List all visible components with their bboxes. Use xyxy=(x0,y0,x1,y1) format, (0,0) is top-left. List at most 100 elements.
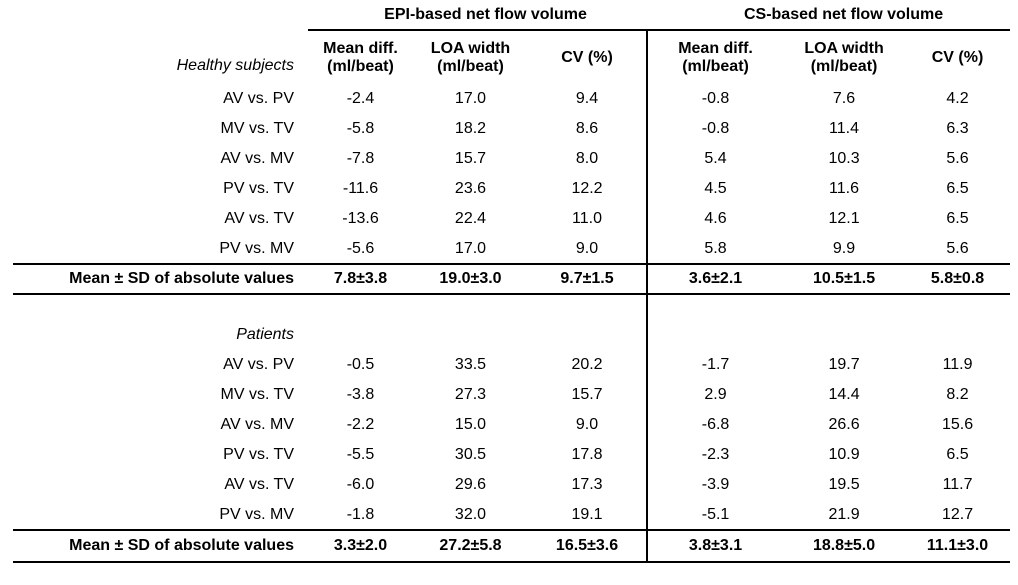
value-cell: 10.3 xyxy=(828,150,860,167)
row-label: AV vs. TV xyxy=(224,210,294,227)
cs-group-header: CS-based net flow volume xyxy=(647,0,1011,31)
value-cell: 9.9 xyxy=(832,239,856,257)
value-cell: 5.6 xyxy=(946,150,969,167)
header-line: (ml/beat) xyxy=(327,57,394,75)
row-label: PV vs. MV xyxy=(219,505,294,523)
value-cell: -2.3 xyxy=(646,440,784,470)
table-row: PV vs. TV -5.5 30.5 17.8 -2.3 10.9 6.5 xyxy=(13,440,1010,470)
value-cell: 11.4 xyxy=(829,120,859,137)
value-cell: 29.6 xyxy=(454,476,487,493)
empty-corner-cell xyxy=(13,0,308,30)
value-cell: 11.9 xyxy=(942,356,973,373)
value-cell: -3.9 xyxy=(646,470,784,500)
column-header-cv-cs: CV (%) xyxy=(905,30,1010,84)
value-cell: 9.4 xyxy=(575,90,599,107)
summary-value-cell: 3.3±2.0 xyxy=(308,529,413,563)
row-label: MV vs. TV xyxy=(220,120,295,137)
value-cell: 7.6 xyxy=(832,90,856,107)
header-line: Mean diff. xyxy=(678,39,753,57)
summary-value-cell: 5.8±0.8 xyxy=(905,263,1011,295)
column-header-cv-epi: CV (%) xyxy=(528,30,647,84)
value-cell: 17.3 xyxy=(571,476,603,493)
value-cell: 27.3 xyxy=(454,386,487,403)
value-cell: -6.8 xyxy=(646,410,784,440)
value-cell: 26.6 xyxy=(828,416,860,433)
value-cell: -7.8 xyxy=(346,150,375,167)
value-cell: -0.8 xyxy=(646,84,784,114)
value-cell: 6.5 xyxy=(946,210,969,227)
value-cell: 12.7 xyxy=(941,505,974,523)
table-row: AV vs. MV -7.8 15.7 8.0 5.4 10.3 5.6 xyxy=(13,144,1010,174)
value-cell: 14.4 xyxy=(828,386,860,403)
value-cell: 22.4 xyxy=(454,210,487,227)
value-cell: -2.4 xyxy=(346,90,375,107)
value-cell: -1.8 xyxy=(346,505,375,523)
value-cell: -5.6 xyxy=(346,239,375,257)
value-cell: 8.2 xyxy=(946,386,969,403)
summary-value-cell: 10.5±1.5 xyxy=(783,263,906,295)
value-cell: 19.7 xyxy=(828,356,860,373)
value-cell: 19.1 xyxy=(571,505,603,523)
value-cell: -0.5 xyxy=(346,356,375,373)
row-label: MV vs. TV xyxy=(220,386,295,403)
value-cell: 23.6 xyxy=(454,180,487,197)
value-cell: 21.9 xyxy=(828,505,860,523)
spacer-cell xyxy=(13,294,647,320)
section-label-healthy-subjects: Healthy subjects xyxy=(176,57,294,74)
value-cell: 4.6 xyxy=(646,204,784,234)
value-cell: 6.5 xyxy=(946,446,969,463)
summary-row-patients: Mean ± SD of absolute values 3.3±2.0 27.… xyxy=(13,529,1011,563)
value-cell: 20.2 xyxy=(571,356,603,373)
value-cell: 5.4 xyxy=(646,144,784,174)
value-cell: 15.7 xyxy=(454,150,487,167)
summary-value-cell: 9.7±1.5 xyxy=(528,263,648,295)
column-header-loa-width-epi: LOA width (ml/beat) xyxy=(413,30,528,84)
value-cell: -2.2 xyxy=(346,416,375,433)
group-header-row: EPI-based net flow volume CS-based net f… xyxy=(13,0,1011,31)
table-row: PV vs. MV -5.6 17.0 9.0 5.8 9.9 5.6 xyxy=(13,234,1010,264)
header-line: (ml/beat) xyxy=(810,57,878,75)
value-cell: 33.5 xyxy=(454,356,487,373)
header-line: LOA width xyxy=(804,39,884,57)
table-row: AV vs. PV -0.5 33.5 20.2 -1.7 19.7 11.9 xyxy=(13,350,1010,380)
value-cell: 4.2 xyxy=(946,90,969,107)
value-cell: -5.1 xyxy=(646,500,784,530)
section-label-patients: Patients xyxy=(236,326,294,343)
value-cell: 17.0 xyxy=(454,239,487,257)
table-row: AV vs. PV -2.4 17.0 9.4 -0.8 7.6 4.2 xyxy=(13,84,1010,114)
header-line: Mean diff. xyxy=(323,39,398,57)
column-header-mean-diff-epi: Mean diff. (ml/beat) xyxy=(308,30,413,84)
patients-section-row: Patients xyxy=(13,320,1011,350)
summary-label: Mean ± SD of absolute values xyxy=(13,529,308,563)
value-cell: 15.6 xyxy=(941,416,974,433)
value-cell: 17.0 xyxy=(454,90,487,107)
table-row: AV vs. MV -2.2 15.0 9.0 -6.8 26.6 15.6 xyxy=(13,410,1010,440)
row-label: AV vs. PV xyxy=(223,90,294,107)
row-label: AV vs. MV xyxy=(220,416,295,433)
results-table: EPI-based net flow volume CS-based net f… xyxy=(13,0,1011,563)
column-header-row: Healthy subjects Mean diff. (ml/beat) LO… xyxy=(13,30,1010,84)
spacer-cell xyxy=(646,294,1011,320)
row-label: PV vs. TV xyxy=(223,180,294,197)
value-cell: 10.9 xyxy=(828,446,860,463)
value-cell: -11.6 xyxy=(342,180,379,197)
value-cell: 12.1 xyxy=(828,210,860,227)
spacer-row xyxy=(13,294,1011,320)
header-line: CV (%) xyxy=(561,48,613,66)
summary-value-cell: 3.6±2.1 xyxy=(646,263,784,295)
row-label: PV vs. MV xyxy=(219,239,294,257)
value-cell: 8.0 xyxy=(575,150,599,167)
row-label: AV vs. TV xyxy=(224,476,294,493)
summary-value-cell: 7.8±3.8 xyxy=(308,263,413,295)
value-cell: 18.2 xyxy=(454,120,487,137)
summary-value-cell: 3.8±3.1 xyxy=(646,529,784,563)
value-cell: -0.8 xyxy=(646,114,784,144)
column-header-mean-diff-cs: Mean diff. (ml/beat) xyxy=(646,30,784,84)
value-cell: 11.6 xyxy=(829,180,859,197)
value-cell: -6.0 xyxy=(346,476,375,493)
table-row: AV vs. TV -6.0 29.6 17.3 -3.9 19.5 11.7 xyxy=(13,470,1010,500)
summary-value-cell: 19.0±3.0 xyxy=(413,263,528,295)
value-cell: 9.0 xyxy=(575,239,599,257)
value-cell: 8.6 xyxy=(575,120,599,137)
summary-value-cell: 27.2±5.8 xyxy=(413,529,528,563)
